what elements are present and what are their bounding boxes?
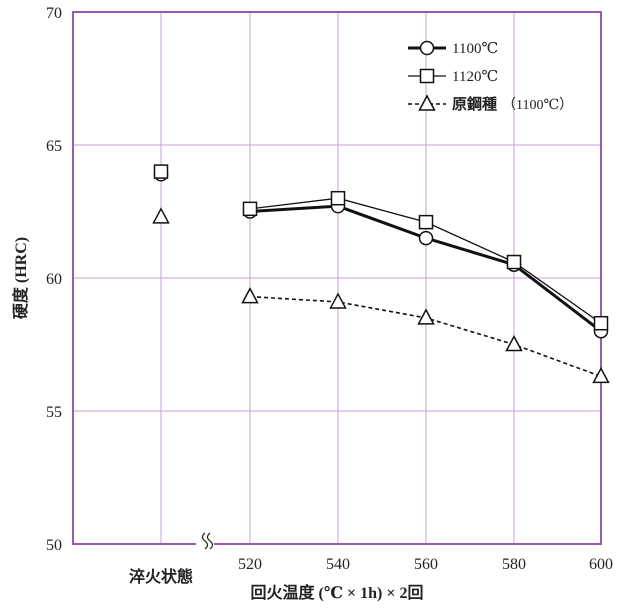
legend-item: 1120℃ bbox=[408, 68, 498, 85]
data-point-triangle bbox=[505, 334, 523, 352]
legend-label: 1120℃ bbox=[452, 69, 498, 85]
legend-marker-circle bbox=[419, 40, 435, 56]
legend-label: 1100℃ bbox=[452, 41, 498, 57]
data-point-triangle bbox=[329, 292, 347, 309]
legend-label-note: （1100℃） bbox=[502, 97, 573, 113]
y-tick-label: 55 bbox=[46, 404, 62, 421]
data-point-triangle bbox=[417, 308, 435, 325]
data-point-square bbox=[506, 254, 522, 270]
series-layer bbox=[152, 164, 610, 384]
axis-break-marker bbox=[196, 530, 214, 556]
data-point-triangle bbox=[152, 207, 170, 224]
x-tick-label: 560 bbox=[414, 556, 438, 573]
y-tick-label: 50 bbox=[46, 537, 62, 554]
x-tick-label: 520 bbox=[238, 556, 262, 573]
y-tick-labels: 50 55 60 65 70 bbox=[46, 5, 62, 554]
legend-label: 原鋼種 bbox=[452, 95, 497, 113]
legend-marker-square bbox=[419, 68, 435, 84]
legend-item: 1100℃ bbox=[408, 40, 498, 57]
legend-marker-triangle bbox=[418, 94, 436, 111]
legend-item: 原鋼種 （1100℃） bbox=[408, 94, 573, 113]
x-tick-label: 580 bbox=[502, 556, 526, 573]
series-triangle bbox=[152, 207, 610, 384]
y-axis-title: 硬度 (HRC) bbox=[11, 237, 30, 319]
x-tick-label: 淬火状態 bbox=[129, 567, 193, 586]
x-tick-label: 540 bbox=[326, 556, 350, 573]
data-point-square bbox=[418, 214, 434, 230]
data-point-triangle bbox=[241, 287, 259, 304]
x-tick-labels: 淬火状態 520 540 560 580 600 bbox=[129, 556, 613, 586]
x-axis-title: 回火温度 (℃ × 1h) × 2回 bbox=[251, 583, 424, 602]
y-tick-label: 60 bbox=[46, 271, 62, 288]
y-tick-label: 65 bbox=[46, 138, 62, 155]
grid-lines bbox=[73, 12, 601, 544]
series-square bbox=[153, 164, 609, 331]
data-point-triangle bbox=[592, 366, 610, 384]
legend: 1100℃ 1120℃ 原鋼種 （1100℃） bbox=[408, 40, 573, 113]
data-point-square bbox=[593, 315, 609, 331]
series-circle bbox=[153, 167, 609, 339]
data-point-square bbox=[242, 201, 258, 217]
data-point-square bbox=[330, 190, 346, 206]
x-tick-label: 600 bbox=[589, 556, 613, 573]
data-point-circle bbox=[418, 230, 434, 246]
plot-frame bbox=[72, 11, 602, 545]
y-tick-label: 70 bbox=[46, 5, 62, 22]
data-point-square bbox=[153, 164, 169, 179]
